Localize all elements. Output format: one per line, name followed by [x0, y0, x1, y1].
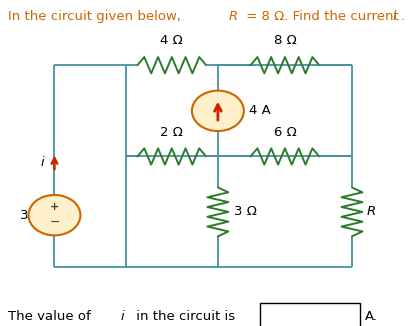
Text: The value of: The value of [8, 310, 96, 323]
Circle shape [28, 195, 80, 235]
Text: R: R [228, 10, 238, 23]
Text: +: + [50, 202, 59, 213]
Text: 2 Ω: 2 Ω [160, 126, 183, 139]
Text: .: . [401, 10, 405, 23]
Text: 4 Ω: 4 Ω [160, 34, 183, 47]
Text: i: i [393, 10, 397, 23]
FancyBboxPatch shape [260, 303, 360, 326]
Text: i: i [121, 310, 124, 323]
Text: 6 Ω: 6 Ω [274, 126, 296, 139]
Text: 3 Ω: 3 Ω [234, 205, 257, 218]
Text: In the circuit given below,: In the circuit given below, [8, 10, 186, 23]
Text: 4 A: 4 A [249, 104, 271, 117]
Text: A.: A. [365, 310, 378, 323]
Text: 8 Ω: 8 Ω [274, 34, 296, 47]
Text: −: − [49, 216, 60, 229]
Circle shape [192, 91, 244, 131]
Text: R: R [367, 205, 376, 218]
Text: i: i [40, 156, 44, 169]
Text: = 8 Ω. Find the current: = 8 Ω. Find the current [242, 10, 403, 23]
Text: in the circuit is: in the circuit is [132, 310, 235, 323]
Text: 30 V: 30 V [20, 209, 50, 222]
